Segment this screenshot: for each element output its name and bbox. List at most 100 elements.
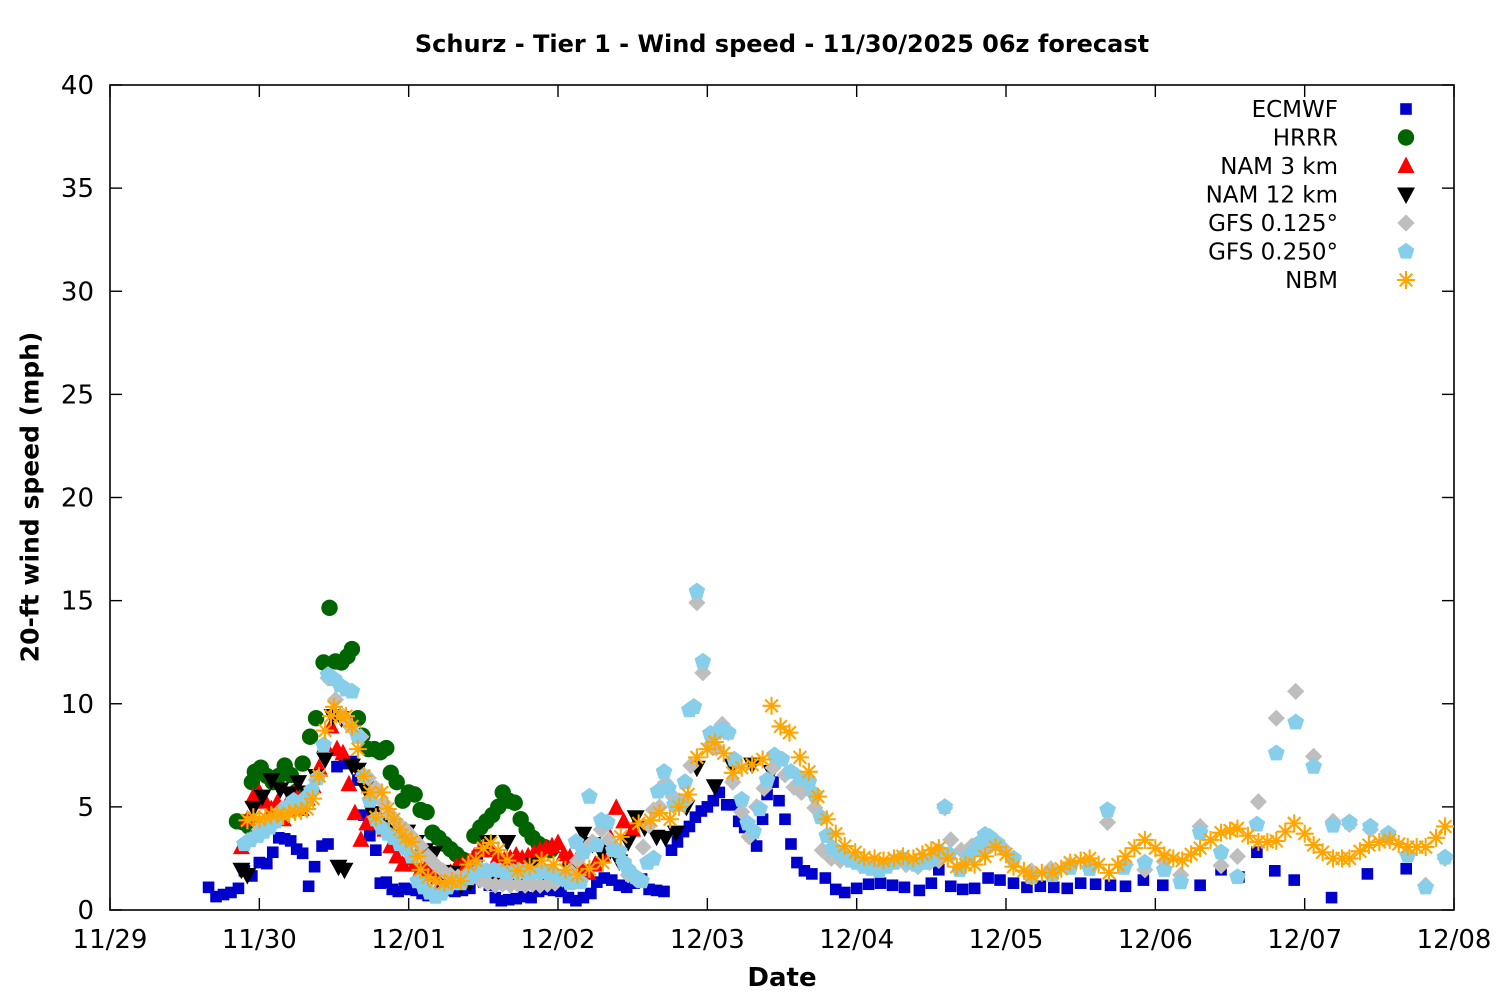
data-point [290,843,303,855]
data-point [1089,855,1108,874]
data-point [585,887,597,900]
data-point [933,863,945,876]
data-point [1191,839,1210,858]
data-point [942,831,960,849]
legend-label: ECMWF [1252,97,1338,123]
data-point [732,758,751,777]
y-tick-label: 40 [61,71,94,101]
data-point [567,833,585,850]
data-point [745,822,762,839]
data-point [1362,817,1379,834]
data-point [508,861,527,880]
data-point [719,723,737,740]
data-point [253,789,272,807]
data-point [688,582,706,599]
data-point [925,877,938,889]
data-point [466,851,485,870]
data-point [1267,744,1285,761]
data-point [238,867,257,885]
data-point [322,838,334,850]
legend-label: NBM [1285,268,1338,294]
data-point [342,717,361,736]
data-point [331,760,343,773]
data-point [750,840,763,852]
data-point [426,872,445,891]
data-point [761,788,773,801]
data-point [316,840,328,852]
data-point [451,872,470,891]
data-point [665,844,678,856]
data-point [392,885,405,898]
data-point [296,847,309,860]
data-point [366,808,385,827]
data-point [1340,849,1359,868]
data-point [732,815,745,828]
x-tick-label: 11/29 [73,925,148,955]
data-point [756,813,769,826]
data-point [707,794,720,807]
data-point [591,876,603,888]
data-point [1034,880,1047,893]
x-tick-label: 12/03 [670,925,745,955]
data-point [555,885,567,898]
data-point [1022,866,1041,885]
data-point [826,824,845,843]
data-point [762,696,781,715]
data-point [575,843,592,860]
data-point [384,810,403,829]
data-point [316,752,335,769]
data-point [1313,843,1332,862]
data-point [378,799,397,818]
y-tick-label: 0 [77,896,94,926]
data-point [644,801,663,819]
data-point [725,750,743,767]
x-axis-label: Date [747,963,817,993]
data-point [202,881,215,894]
data-point [689,811,702,823]
data-point [370,844,382,856]
data-point [489,891,502,904]
series-nbm [238,696,1455,893]
data-point [1288,874,1301,886]
data-point [1400,862,1413,875]
series-ecmwf [202,755,1413,907]
data-point [321,599,338,617]
y-axis: 0 5 10 15 20 25 30 35 40 [61,71,1454,926]
data-point [1089,878,1102,891]
data-point [615,811,633,829]
data-point [426,856,445,874]
x-axis: 11/29 11/30 12/01 12/02 12/03 12/04 12/05 12/06… [73,85,1491,955]
data-point [982,872,994,884]
data-point [261,857,273,870]
data-point [965,855,984,874]
data-point [217,888,230,901]
data-point [705,779,724,796]
data-point [510,892,522,905]
data-point [354,766,373,785]
data-point [913,884,926,897]
data-point [1359,836,1378,855]
data-point [713,786,726,799]
data-point [1191,823,1209,840]
data-point [1427,828,1446,847]
data-point [294,755,311,772]
legend-label: NAM 12 km [1206,183,1338,209]
data-point [532,851,551,870]
y-tick-label: 30 [61,277,94,307]
data-point [1098,813,1117,831]
data-point [410,884,422,897]
data-point [997,845,1015,864]
data-point [343,640,361,658]
data-point [1287,682,1305,700]
data-point [687,748,706,767]
data-point [1305,747,1323,765]
data-point [714,744,733,763]
y-tick-label: 5 [77,793,94,823]
data-point [751,800,768,817]
data-point [272,832,285,844]
data-point [1155,861,1173,877]
data-point [562,891,575,904]
data-point [723,763,742,782]
data-point [525,891,537,904]
